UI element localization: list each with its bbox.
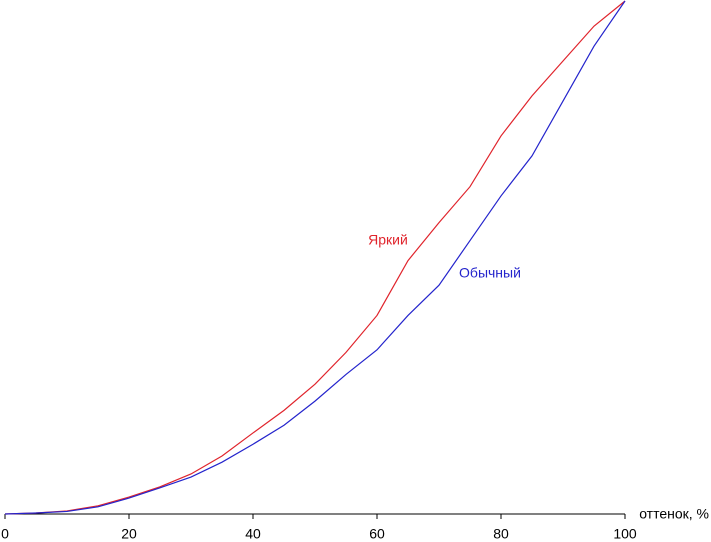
series-line <box>4 0 626 515</box>
x-tick-label: 80 <box>493 526 509 542</box>
x-axis-label: оттенок, % <box>639 506 709 522</box>
x-tick-label: 60 <box>369 526 385 542</box>
series-label: Обычный <box>459 265 521 281</box>
x-tick-label: 20 <box>121 526 137 542</box>
x-tick-label: 0 <box>1 526 9 542</box>
series-line <box>4 0 626 515</box>
x-tick-label: 40 <box>245 526 261 542</box>
x-tick-label: 100 <box>613 526 637 542</box>
series-label: Яркий <box>368 232 408 248</box>
